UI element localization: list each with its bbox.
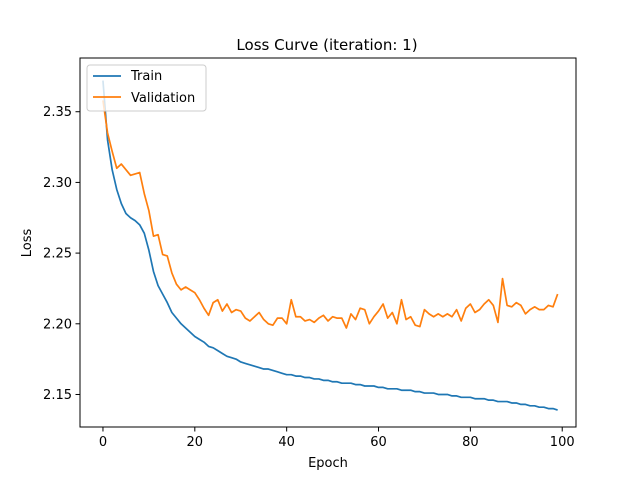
y-tick-label: 2.25 [43, 247, 72, 262]
x-tick-label: 80 [462, 435, 479, 450]
x-tick-label: 100 [550, 435, 575, 450]
x-tick-label: 20 [187, 435, 204, 450]
y-tick-label: 2.15 [43, 388, 72, 403]
legend-validation-label: Validation [131, 91, 195, 106]
y-axis-label: Loss [20, 229, 35, 258]
series-line-validation [102, 100, 559, 329]
x-axis: 0 20 40 60 80 100 [99, 427, 575, 450]
y-tick-label: 2.30 [43, 176, 72, 191]
chart-title: Loss Curve (iteration: 1) [236, 36, 417, 54]
y-axis: 2.15 2.20 2.25 2.30 2.35 [43, 105, 80, 403]
legend: Train Validation [86, 64, 207, 112]
y-tick-label: 2.20 [43, 317, 72, 332]
y-tick-label: 2.35 [43, 105, 72, 120]
series-line-train [102, 80, 558, 411]
legend-train-label: Train [130, 69, 162, 84]
x-axis-label: Epoch [308, 456, 348, 471]
x-tick-label: 60 [370, 435, 387, 450]
x-tick-label: 0 [99, 435, 107, 450]
plot-area [102, 80, 559, 411]
x-tick-label: 40 [278, 435, 295, 450]
axes-frame [79, 57, 577, 428]
